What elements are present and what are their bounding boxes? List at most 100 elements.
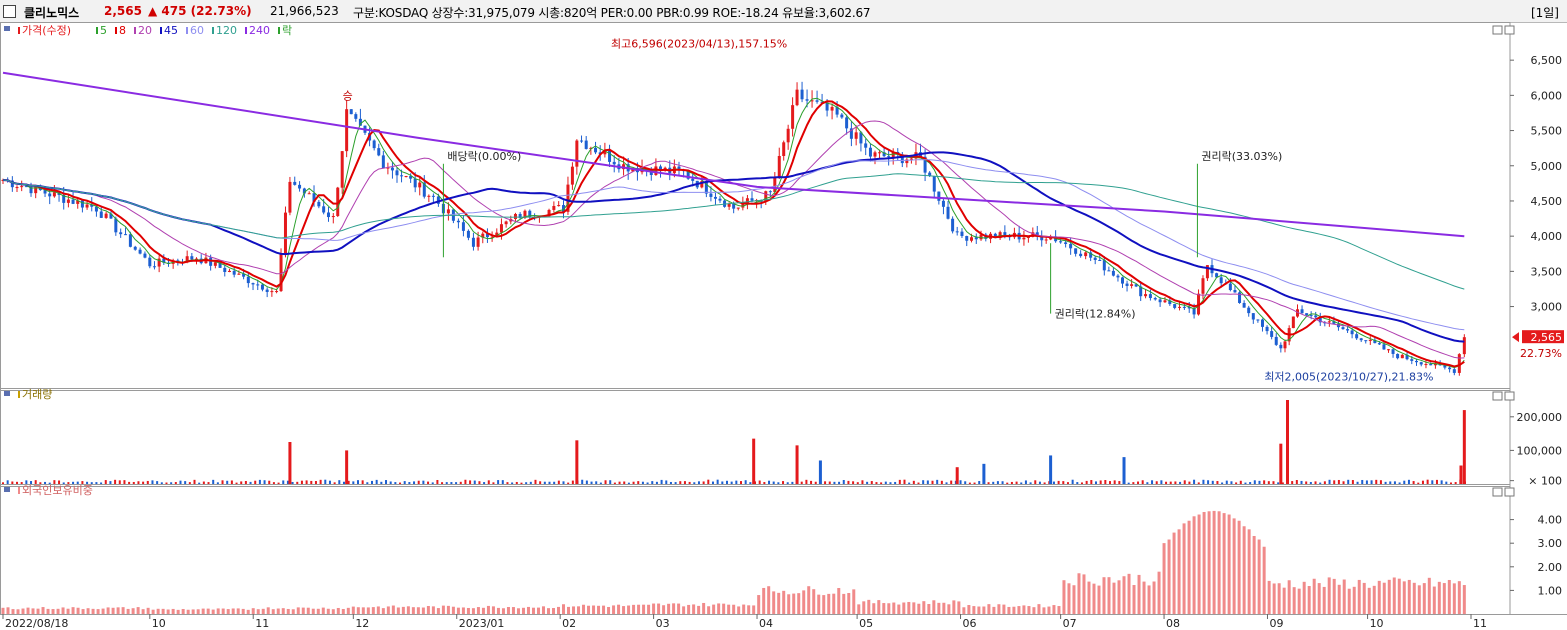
foreign-ratio-bar: [461, 607, 465, 614]
foreign-ratio-bar: [977, 606, 981, 614]
foreign-ratio-bar: [1152, 581, 1156, 614]
foreign-ratio-bar: [336, 607, 340, 614]
foreign-ratio-bar: [942, 602, 946, 614]
signal-annotation: 승: [343, 89, 353, 102]
volume-bar: [352, 481, 355, 484]
volume-spike-bar: [1459, 465, 1463, 484]
candle-body: [704, 181, 708, 194]
foreign-ratio-bar: [46, 608, 50, 614]
volume-bar: [118, 480, 121, 484]
candle-body: [659, 166, 663, 171]
candle-body: [80, 200, 84, 208]
candle-body: [29, 186, 33, 194]
candle-body: [62, 194, 66, 203]
foreign-ratio-bar: [657, 603, 661, 614]
candle-body: [213, 262, 217, 266]
foreign-ratio-bar: [1137, 574, 1141, 614]
volume-spike-bar: [288, 442, 292, 484]
foreign-ratio-bar: [276, 608, 280, 614]
candle-body: [608, 150, 612, 162]
candle-body: [835, 106, 839, 115]
volume-bar: [922, 480, 925, 484]
candle-body: [859, 132, 863, 144]
candle-body: [1400, 354, 1404, 359]
volume-bar: [142, 481, 145, 484]
candle-body: [302, 188, 306, 194]
foreign-ratio-bar: [567, 606, 571, 614]
foreign-ratio-bar: [101, 608, 105, 614]
volume-bar: [399, 482, 402, 484]
candle-body: [15, 187, 19, 189]
volume-bar: [408, 482, 411, 484]
foreign-ratio-bar: [1252, 536, 1256, 614]
candle-body: [10, 180, 14, 188]
foreign-ratio-bar: [652, 603, 656, 614]
candle-body: [612, 161, 616, 165]
volume-bar: [1263, 480, 1266, 484]
period-selector[interactable]: [1일]: [1530, 6, 1559, 20]
candle-body: [951, 218, 955, 232]
volume-bar: [324, 479, 327, 484]
foreign-ratio-bar: [597, 605, 601, 614]
candle-body: [1279, 344, 1283, 349]
foreign-ratio-bar: [21, 608, 25, 614]
foreign-ratio-bar: [1087, 581, 1091, 614]
volume-bar: [917, 482, 920, 484]
foreign-ratio-bar: [126, 608, 130, 614]
foreign-ratio-bar: [1422, 583, 1426, 614]
foreign-ratio-bar: [1362, 582, 1366, 614]
foreign-ratio-bar: [962, 607, 966, 614]
candle-body: [1059, 241, 1063, 243]
candle-body: [157, 258, 161, 267]
candle-body: [114, 218, 118, 233]
foreign-ratio-bar: [1007, 606, 1011, 614]
foreign-ratio-bar: [1162, 543, 1166, 614]
candle-body: [409, 176, 413, 179]
foreign-ratio-bar: [506, 606, 510, 614]
foreign-ratio-bar: [1357, 579, 1361, 614]
volume-bar: [1412, 481, 1415, 484]
volume-bar: [2, 482, 4, 484]
candle-body: [960, 231, 964, 237]
foreign-ratio-bar: [536, 607, 540, 614]
volume-bar: [436, 479, 439, 484]
candle-body: [427, 195, 431, 197]
volume-bar: [1038, 481, 1041, 484]
x-tick-label: 11: [1473, 617, 1487, 630]
foreign-ratio-bar: [1462, 585, 1466, 614]
foreign-ratio-bar: [91, 608, 95, 614]
foreign-tick-label: 1.00: [1538, 584, 1563, 597]
candle-body: [745, 198, 749, 205]
stock-chart[interactable]: 6,500 6,000 5,500 5,000 4,500 4,000 3,500 3,000…: [0, 22, 1567, 630]
foreign-ratio-bar: [341, 608, 345, 614]
candle-body: [1457, 354, 1461, 373]
candle-body: [686, 171, 690, 179]
candle-body: [979, 234, 983, 240]
volume-bar: [744, 480, 747, 484]
volume-bar: [931, 480, 934, 484]
foreign-ratio-bar: [316, 608, 320, 614]
volume-bar: [632, 481, 635, 484]
volume-bar: [291, 481, 294, 484]
volume-bar: [651, 481, 654, 484]
foreign-ratio-bar: [692, 604, 696, 614]
candle-body: [270, 291, 274, 293]
candle-body: [251, 283, 255, 285]
foreign-ratio-bar: [16, 609, 20, 614]
candle-body: [887, 156, 891, 158]
volume-bar: [282, 480, 285, 484]
foreign-ratio-bar: [552, 608, 555, 614]
volume-bar: [258, 479, 261, 484]
foreign-ratio-bar: [141, 609, 145, 614]
volume-bar: [861, 480, 864, 484]
volume-bar: [604, 480, 607, 484]
select-checkbox[interactable]: [3, 5, 16, 18]
candle-body: [1003, 232, 1007, 236]
candle-body: [349, 109, 353, 115]
volume-bar: [156, 481, 159, 484]
foreign-ratio-bar: [311, 608, 315, 614]
foreign-ratio-bar: [812, 589, 816, 614]
volume-bar: [1057, 480, 1060, 484]
candle-body: [810, 100, 814, 102]
volume-bar: [132, 481, 135, 484]
